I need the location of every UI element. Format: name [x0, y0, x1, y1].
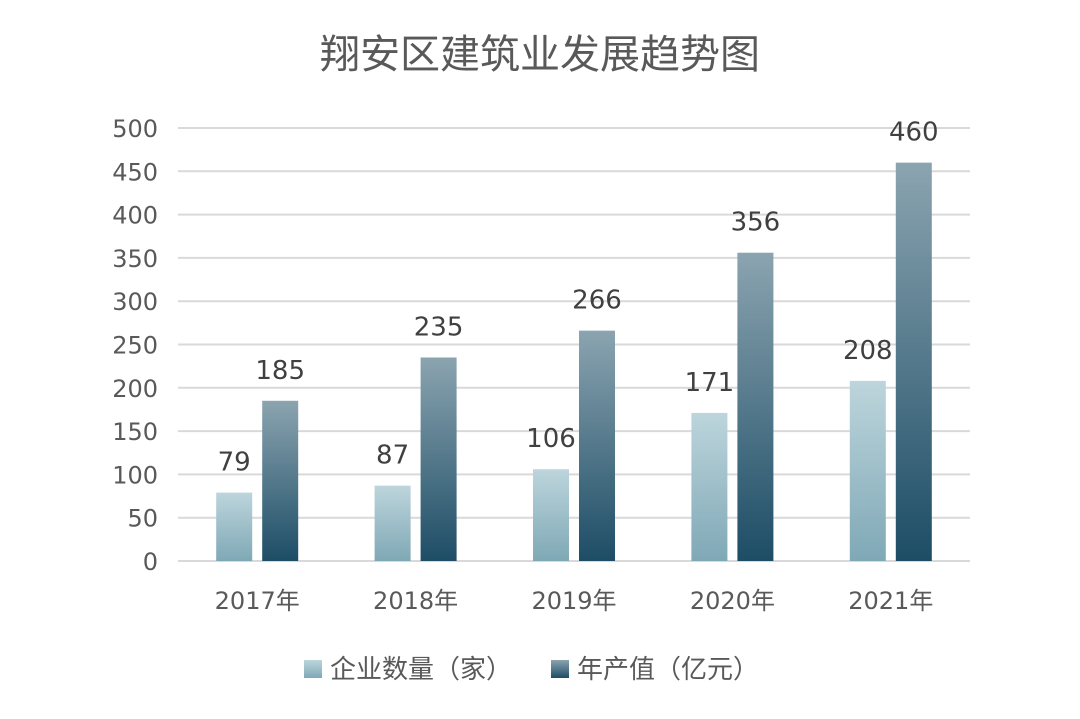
data-label: 106	[526, 424, 576, 454]
data-label: 185	[255, 356, 305, 386]
y-tick-label: 200	[112, 375, 158, 403]
data-labels: 79 185 87 235 106 266 171 356 208 460	[218, 118, 939, 478]
bar-enterprise-count	[691, 412, 728, 561]
bar-output-value	[262, 400, 299, 561]
x-axis-ticks: 2017年 2018年 2019年 2020年 2021年	[215, 587, 934, 615]
legend-label: 年产值（亿元）	[577, 655, 759, 685]
bar-enterprise-count	[374, 485, 411, 561]
y-axis-ticks: 0 50 100 150 200 250 300 350 400 450 500	[112, 115, 158, 576]
legend: 企业数量（家） 年产值（亿元）	[304, 655, 759, 685]
data-label: 87	[376, 441, 409, 471]
y-tick-label: 400	[112, 202, 158, 230]
bar-output-value	[895, 162, 932, 561]
bar-enterprise-count	[533, 469, 569, 561]
y-tick-label: 350	[112, 245, 158, 273]
legend-label: 企业数量（家）	[330, 655, 512, 685]
legend-swatch	[551, 660, 569, 678]
data-label: 79	[218, 448, 251, 478]
y-tick-label: 100	[112, 461, 158, 489]
x-tick-label: 2019年	[531, 587, 616, 615]
data-label: 235	[414, 312, 464, 342]
gridlines	[178, 127, 970, 562]
bar-output-value	[579, 330, 615, 561]
chart-title: 翔安区建筑业发展趋势图	[320, 32, 760, 78]
bar-output-value	[420, 357, 457, 561]
y-tick-label: 500	[112, 115, 158, 143]
y-tick-label: 250	[112, 332, 158, 360]
data-label: 460	[889, 118, 939, 148]
x-tick-label: 2018年	[373, 587, 458, 615]
data-label: 356	[731, 208, 781, 238]
y-tick-label: 450	[112, 158, 158, 186]
y-tick-label: 50	[127, 505, 158, 533]
y-tick-label: 0	[143, 548, 158, 576]
data-label: 208	[843, 336, 893, 366]
y-tick-label: 300	[112, 288, 158, 316]
bars	[216, 162, 932, 562]
legend-swatch	[304, 660, 322, 678]
x-tick-label: 2017年	[215, 587, 300, 615]
y-tick-label: 150	[112, 418, 158, 446]
bar-enterprise-count	[216, 492, 253, 561]
bar-enterprise-count	[849, 380, 886, 561]
x-tick-label: 2021年	[848, 587, 933, 615]
data-label: 171	[685, 368, 735, 398]
data-label: 266	[572, 286, 622, 316]
x-tick-label: 2020年	[690, 587, 775, 615]
bar-output-value	[737, 252, 774, 562]
